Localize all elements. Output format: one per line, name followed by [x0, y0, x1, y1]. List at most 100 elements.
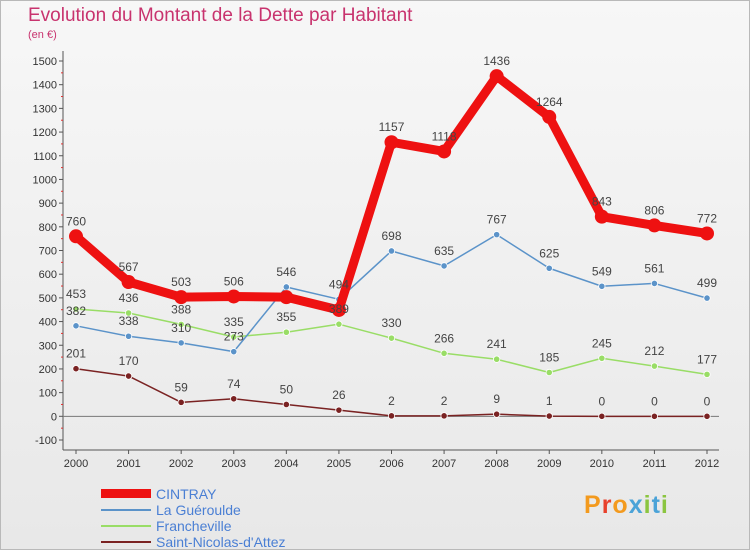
- data-point: [598, 282, 606, 290]
- data-label: 772: [697, 211, 717, 225]
- data-point: [650, 412, 659, 420]
- legend-swatch-la-gueroulde: [101, 509, 151, 511]
- x-tick-label: 2008: [484, 458, 508, 470]
- chart-title: Evolution du Montant de la Dette par Hab…: [28, 5, 413, 26]
- data-label: 546: [276, 265, 296, 279]
- data-point: [545, 368, 553, 377]
- data-label: 567: [119, 260, 139, 274]
- data-label: 2: [441, 394, 448, 408]
- y-tick-label: 1500: [33, 56, 57, 68]
- data-point: [437, 144, 452, 159]
- data-point: [177, 320, 185, 329]
- data-point: [650, 279, 659, 288]
- data-point: [493, 231, 501, 239]
- data-point: [703, 370, 711, 378]
- data-label: 74: [227, 377, 241, 391]
- data-label: 760: [66, 214, 86, 228]
- y-tick-label: 500: [39, 293, 57, 305]
- data-point: [703, 412, 711, 420]
- data-point: [489, 69, 504, 84]
- data-point: [387, 334, 396, 342]
- x-tick-label: 2009: [537, 458, 561, 470]
- x-tick-label: 2006: [379, 458, 403, 470]
- x-tick-label: 2000: [64, 458, 88, 470]
- data-point: [335, 406, 343, 414]
- data-label: 177: [697, 352, 717, 366]
- y-tick-label: 300: [39, 340, 57, 352]
- legend-label-saint-nicolas: Saint-Nicolas-d'Attez: [156, 534, 286, 550]
- chart-subtitle: (en €): [28, 29, 57, 41]
- data-label: 338: [119, 314, 139, 328]
- data-point: [279, 290, 294, 305]
- x-tick-label: 2007: [432, 458, 456, 470]
- data-label: 388: [171, 302, 191, 316]
- proxiti-logo: Proxiti: [584, 491, 669, 520]
- data-point: [387, 412, 396, 420]
- data-point: [387, 247, 396, 255]
- data-point: [124, 372, 133, 380]
- logo-letter: r: [601, 491, 613, 519]
- data-label: 2: [388, 394, 395, 408]
- x-tick-label: 2010: [590, 458, 614, 470]
- x-tick-label: 2001: [116, 458, 140, 470]
- data-point: [440, 349, 448, 357]
- data-label: 59: [174, 380, 188, 394]
- data-point: [121, 275, 136, 290]
- data-label: 382: [66, 304, 86, 318]
- data-label: 201: [66, 347, 86, 361]
- data-point: [124, 309, 133, 317]
- data-point: [598, 412, 606, 420]
- data-point: [703, 294, 711, 302]
- data-label: 0: [651, 394, 658, 408]
- data-label: 499: [697, 276, 717, 290]
- data-point: [230, 333, 238, 341]
- data-point: [69, 229, 83, 244]
- data-point: [124, 332, 133, 340]
- data-label: 26: [332, 388, 346, 402]
- data-point: [177, 398, 185, 406]
- data-point: [493, 355, 501, 363]
- data-point: [331, 302, 346, 317]
- data-label: 561: [644, 261, 664, 275]
- data-point: [493, 410, 501, 418]
- data-label: 1157: [379, 120, 405, 134]
- series-line-3: [75, 367, 708, 418]
- y-tick-label: -100: [35, 435, 57, 447]
- data-point: [72, 322, 80, 330]
- y-tick-label: 900: [39, 198, 57, 210]
- data-point: [335, 320, 343, 328]
- data-label: 1436: [483, 54, 510, 68]
- x-tick-label: 2004: [274, 458, 298, 470]
- logo-letter: P: [584, 491, 602, 519]
- y-tick-label: 800: [39, 222, 57, 234]
- data-point: [598, 354, 606, 362]
- data-point: [177, 339, 185, 347]
- data-label: 330: [381, 316, 401, 330]
- data-label: 212: [644, 344, 664, 358]
- legend-swatch-cintray: [101, 489, 151, 498]
- y-tick-label: 200: [39, 364, 57, 376]
- logo-letter: i: [660, 491, 669, 519]
- legend-label-la-gueroulde: La Guéroulde: [156, 502, 241, 518]
- x-tick-label: 2011: [643, 458, 667, 470]
- data-label: 241: [487, 337, 507, 351]
- data-label: 1264: [536, 95, 563, 109]
- data-label: 767: [487, 213, 507, 227]
- data-label: 355: [276, 310, 296, 324]
- data-point: [174, 290, 189, 305]
- x-tick-label: 2003: [222, 458, 246, 470]
- data-point: [230, 395, 238, 403]
- y-tick-label: 100: [39, 388, 57, 400]
- data-point: [647, 218, 662, 233]
- y-tick-label: 1300: [33, 103, 57, 115]
- y-tick-label: 1400: [33, 80, 57, 92]
- x-tick-label: 2002: [169, 458, 193, 470]
- data-point: [700, 226, 714, 241]
- data-label: 1: [546, 394, 553, 408]
- data-point: [594, 209, 609, 224]
- data-point: [542, 109, 557, 124]
- data-label: 170: [119, 354, 139, 368]
- data-label: 310: [171, 321, 191, 335]
